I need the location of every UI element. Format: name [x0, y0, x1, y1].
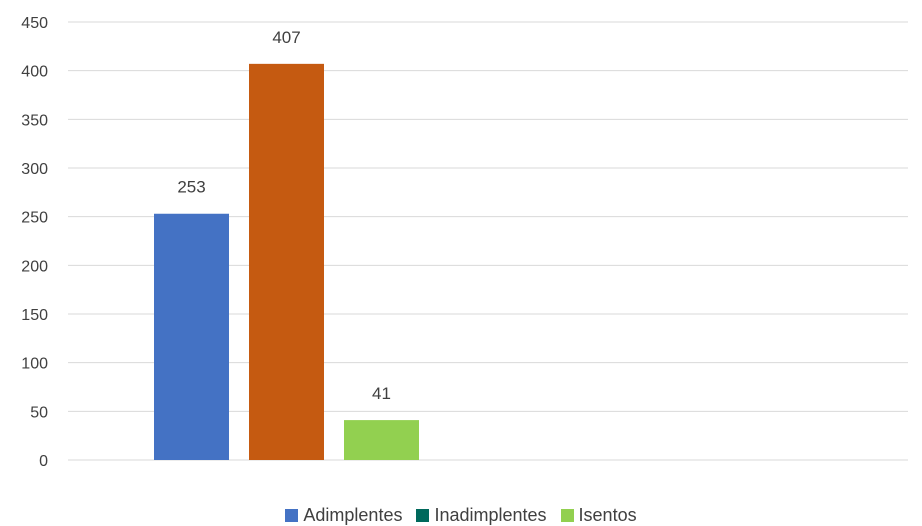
bar-253	[154, 213, 229, 460]
data-label: 41	[372, 384, 391, 403]
y-tick-label: 300	[21, 161, 48, 178]
legend-swatch	[285, 508, 299, 522]
legend: Adimplentes Inadimplentes Isentos	[0, 504, 922, 526]
legend-item-inadimplentes: Inadimplentes	[416, 504, 547, 526]
y-tick-label: 450	[21, 15, 48, 32]
y-tick-label: 200	[21, 258, 48, 275]
bars	[154, 63, 419, 460]
legend-swatch	[560, 508, 574, 522]
legend-item-isentos: Isentos	[560, 504, 637, 526]
y-tick-label: 0	[39, 453, 48, 470]
legend-label: Inadimplentes	[434, 504, 547, 525]
legend-label: Adimplentes	[303, 504, 403, 525]
bar-407	[249, 63, 324, 460]
y-axis-ticks: 0 50 100 150 200 250 300 350 400 450	[21, 15, 48, 470]
y-tick-label: 250	[21, 210, 48, 227]
data-labels: 253 407 41	[177, 28, 391, 403]
y-tick-label: 400	[21, 64, 48, 81]
data-label: 407	[272, 28, 300, 47]
legend-item-adimplentes: Adimplentes	[285, 505, 402, 526]
legend-swatch	[416, 508, 430, 522]
legend-label: Isentos	[578, 504, 637, 525]
y-tick-label: 350	[21, 112, 48, 129]
data-label: 253	[177, 178, 205, 197]
y-tick-label: 50	[30, 404, 48, 421]
bar-41	[344, 420, 419, 460]
y-tick-label: 150	[21, 307, 48, 324]
y-tick-label: 100	[21, 356, 48, 373]
